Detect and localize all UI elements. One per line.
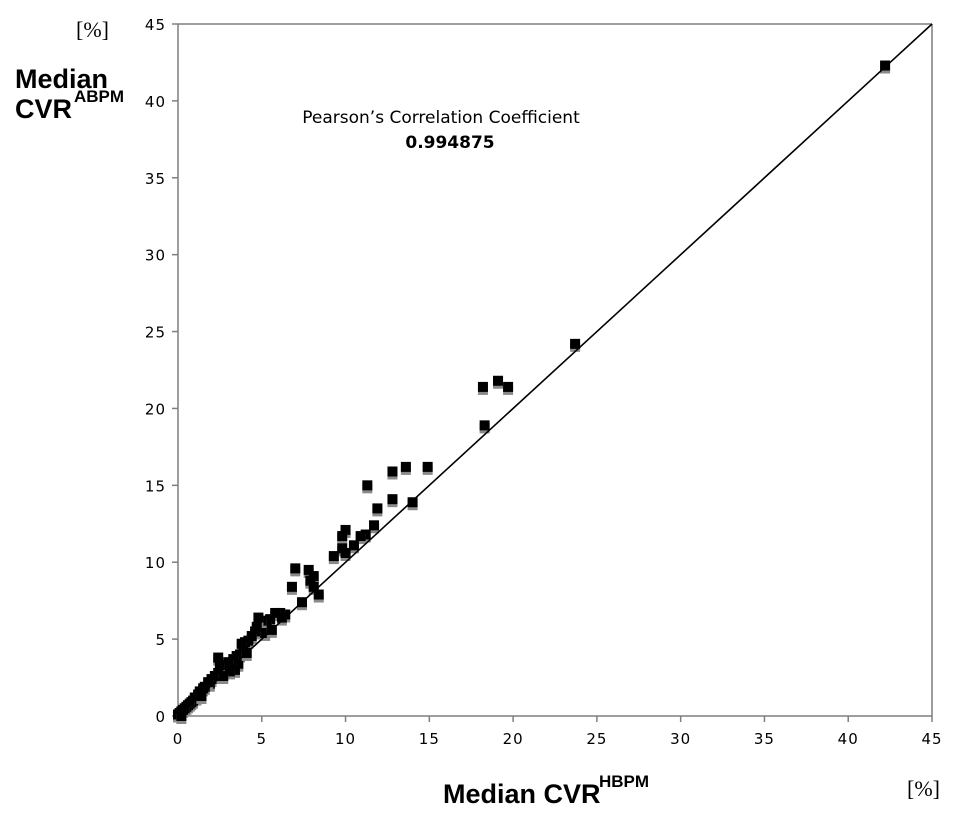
- x-axis-title-sup: HBPM: [599, 772, 649, 791]
- x-tick-label: 35: [754, 730, 775, 748]
- data-point: [214, 660, 225, 671]
- data-points: [173, 60, 891, 724]
- data-point: [340, 547, 351, 558]
- data-point: [308, 581, 319, 592]
- annotation-label: Pearson’s Correlation Coefficient: [302, 108, 580, 128]
- data-point: [270, 607, 281, 618]
- y-tick-label: 10: [145, 554, 166, 572]
- x-tick-label: 20: [503, 730, 524, 748]
- y-tick-label: 45: [145, 16, 166, 34]
- data-point: [422, 461, 433, 472]
- y-tick-label: 35: [145, 170, 166, 188]
- y-axis-title-line2: CVR: [15, 94, 72, 124]
- data-point: [407, 497, 418, 508]
- data-point: [261, 618, 272, 629]
- data-point: [372, 503, 383, 514]
- data-point: [360, 529, 371, 540]
- data-point: [176, 711, 187, 721]
- data-point: [355, 531, 366, 542]
- y-axis-unit: [%]: [76, 17, 109, 42]
- data-point: [313, 589, 324, 600]
- data-point: [337, 531, 348, 542]
- x-tick-label: 30: [670, 730, 691, 748]
- x-tick-label: 0: [173, 730, 184, 748]
- data-point: [328, 551, 339, 562]
- annotation-value: 0.994875: [405, 133, 494, 153]
- data-point: [503, 381, 514, 392]
- y-tick-label: 20: [145, 400, 166, 418]
- y-axis-title-sup: ABPM: [74, 87, 124, 106]
- data-point: [362, 480, 373, 491]
- data-point: [228, 654, 239, 665]
- data-point: [493, 375, 504, 386]
- data-point: [340, 524, 351, 535]
- data-point: [233, 658, 244, 669]
- x-axis-unit: [%]: [907, 776, 940, 801]
- data-point: [305, 575, 316, 586]
- x-tick-label: 40: [838, 730, 859, 748]
- data-point: [400, 461, 411, 472]
- y-tick-label: 0: [155, 708, 166, 726]
- data-point: [218, 671, 229, 682]
- data-point: [880, 60, 891, 71]
- identity-line: [177, 23, 933, 717]
- y-tick-label: 5: [155, 631, 166, 649]
- x-tick-label: 45: [921, 730, 942, 748]
- data-point: [477, 381, 488, 392]
- data-point: [260, 627, 271, 638]
- data-point: [196, 691, 207, 702]
- y-ticks: 0 5 10 15 20 25 30 35 40 45: [145, 16, 178, 726]
- x-ticks: 0 5 10 15 20 25 30 35 40 45: [173, 716, 942, 748]
- data-point: [236, 638, 247, 649]
- x-tick-label: 25: [586, 730, 607, 748]
- data-point: [229, 664, 240, 675]
- data-point: [570, 338, 581, 349]
- data-point: [276, 612, 287, 623]
- x-axis-title: Median CVR: [443, 779, 601, 809]
- data-point: [387, 466, 398, 477]
- y-tick-label: 15: [145, 477, 166, 495]
- data-point: [290, 563, 301, 574]
- data-point: [303, 564, 314, 575]
- data-point: [224, 666, 235, 677]
- data-point: [369, 520, 380, 531]
- data-point: [213, 652, 224, 663]
- plot-frame: [177, 23, 933, 717]
- data-point: [348, 540, 359, 551]
- data-point: [387, 494, 398, 505]
- y-tick-label: 40: [145, 93, 166, 111]
- y-axis-title-line1: Median: [15, 64, 108, 94]
- y-tick-label: 25: [145, 324, 166, 342]
- data-point: [286, 581, 297, 592]
- data-point: [253, 612, 264, 623]
- x-tick-label: 10: [335, 730, 356, 748]
- x-tick-label: 15: [419, 730, 440, 748]
- x-tick-label: 5: [257, 730, 268, 748]
- data-point: [479, 420, 490, 431]
- y-tick-label: 30: [145, 247, 166, 265]
